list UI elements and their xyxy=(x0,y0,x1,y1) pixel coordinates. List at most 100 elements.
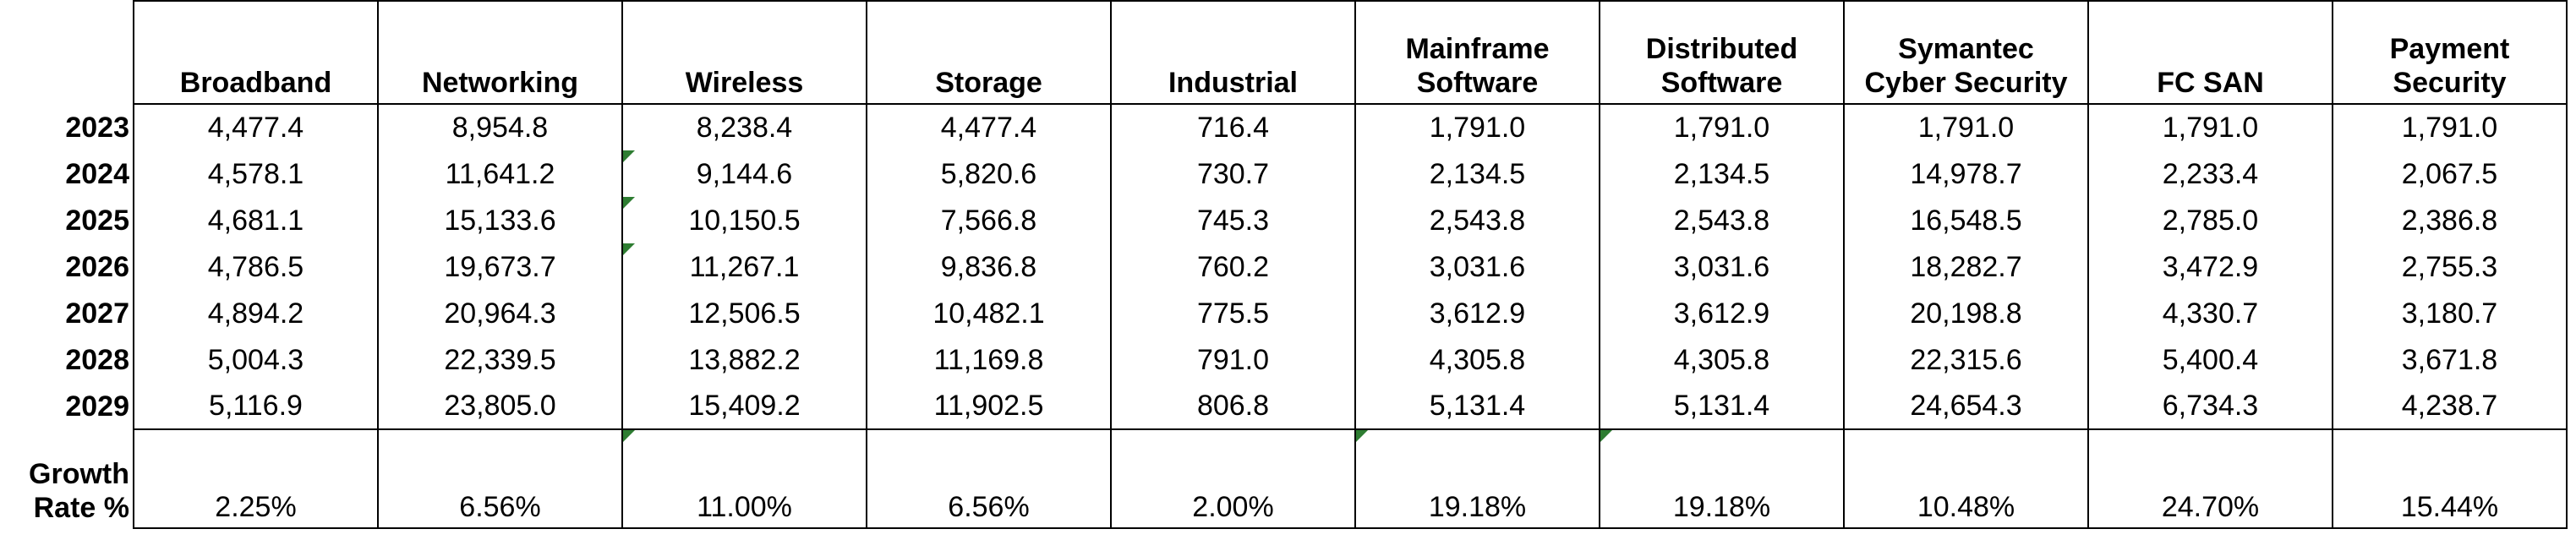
data-cell[interactable]: 745.3 xyxy=(1111,197,1356,243)
data-cell[interactable]: 5,131.4 xyxy=(1600,383,1845,430)
data-cell[interactable]: 20,964.3 xyxy=(378,290,623,336)
data-cell[interactable]: 11,902.5 xyxy=(867,383,1112,430)
column-header-networking[interactable]: Networking xyxy=(378,0,623,105)
data-cell[interactable]: 1,791.0 xyxy=(2088,104,2333,150)
data-cell[interactable]: 2,134.5 xyxy=(1600,150,1845,197)
data-cell[interactable]: 20,198.8 xyxy=(1844,290,2089,336)
row-header-year[interactable]: 2025 xyxy=(0,197,134,243)
data-cell[interactable]: 16,548.5 xyxy=(1844,197,2089,243)
data-cell[interactable]: 1,791.0 xyxy=(2333,104,2568,150)
growth-rate-label[interactable]: Growth Rate % xyxy=(0,429,134,528)
column-header-wireless[interactable]: Wireless xyxy=(622,0,867,105)
data-cell[interactable]: 806.8 xyxy=(1111,383,1356,430)
row-header-year[interactable]: 2023 xyxy=(0,104,134,150)
data-cell[interactable]: 2,386.8 xyxy=(2333,197,2568,243)
data-cell[interactable]: 7,566.8 xyxy=(867,197,1112,243)
data-cell[interactable]: 2,785.0 xyxy=(2088,197,2333,243)
data-cell[interactable]: 4,238.7 xyxy=(2333,383,2568,430)
data-cell[interactable]: 5,131.4 xyxy=(1355,383,1600,430)
row-header-year[interactable]: 2027 xyxy=(0,290,134,336)
data-cell[interactable]: 8,954.8 xyxy=(378,104,623,150)
data-cell[interactable]: 4,305.8 xyxy=(1355,336,1600,383)
growth-rate-cell[interactable]: 11.00% xyxy=(622,429,867,529)
data-cell[interactable]: 15,133.6 xyxy=(378,197,623,243)
growth-rate-cell[interactable]: 24.70% xyxy=(2088,429,2333,529)
data-cell[interactable]: 10,482.1 xyxy=(867,290,1112,336)
data-cell[interactable]: 14,978.7 xyxy=(1844,150,2089,197)
column-header-storage[interactable]: Storage xyxy=(867,0,1112,105)
corner-cell[interactable] xyxy=(0,1,134,104)
column-header-symantec-cyber-security[interactable]: Symantec Cyber Security xyxy=(1844,0,2089,105)
data-cell[interactable]: 791.0 xyxy=(1111,336,1356,383)
data-cell[interactable]: 2,067.5 xyxy=(2333,150,2568,197)
data-cell[interactable]: 3,472.9 xyxy=(2088,243,2333,290)
growth-rate-cell[interactable]: 19.18% xyxy=(1355,429,1600,529)
data-cell[interactable]: 3,671.8 xyxy=(2333,336,2568,383)
data-cell[interactable]: 4,681.1 xyxy=(134,197,379,243)
data-cell[interactable]: 19,673.7 xyxy=(378,243,623,290)
data-cell[interactable]: 3,612.9 xyxy=(1355,290,1600,336)
data-cell[interactable]: 4,477.4 xyxy=(134,104,379,150)
data-cell[interactable]: 22,339.5 xyxy=(378,336,623,383)
data-cell[interactable]: 3,180.7 xyxy=(2333,290,2568,336)
data-cell[interactable]: 11,267.1 xyxy=(622,243,867,290)
data-cell[interactable]: 8,238.4 xyxy=(622,104,867,150)
error-indicator-icon xyxy=(1356,430,1368,442)
data-cell[interactable]: 3,031.6 xyxy=(1600,243,1845,290)
data-cell[interactable]: 730.7 xyxy=(1111,150,1356,197)
data-cell[interactable]: 5,116.9 xyxy=(134,383,379,430)
growth-rate-cell[interactable]: 15.44% xyxy=(2333,429,2568,529)
data-cell[interactable]: 11,169.8 xyxy=(867,336,1112,383)
data-cell[interactable]: 6,734.3 xyxy=(2088,383,2333,430)
column-header-payment-security[interactable]: Payment Security xyxy=(2333,0,2568,105)
data-cell[interactable]: 2,543.8 xyxy=(1600,197,1845,243)
data-cell[interactable]: 15,409.2 xyxy=(622,383,867,430)
data-cell[interactable]: 2,134.5 xyxy=(1355,150,1600,197)
column-header-fc-san[interactable]: FC SAN xyxy=(2088,0,2333,105)
data-cell[interactable]: 760.2 xyxy=(1111,243,1356,290)
data-cell[interactable]: 2,755.3 xyxy=(2333,243,2568,290)
growth-rate-cell[interactable]: 6.56% xyxy=(378,429,623,529)
data-cell[interactable]: 13,882.2 xyxy=(622,336,867,383)
column-header-broadband[interactable]: Broadband xyxy=(134,0,379,105)
data-cell[interactable]: 1,791.0 xyxy=(1355,104,1600,150)
column-header-industrial[interactable]: Industrial xyxy=(1111,0,1356,105)
data-cell[interactable]: 5,004.3 xyxy=(134,336,379,383)
row-header-year[interactable]: 2024 xyxy=(0,150,134,197)
growth-rate-cell[interactable]: 2.00% xyxy=(1111,429,1356,529)
growth-rate-cell[interactable]: 6.56% xyxy=(867,429,1112,529)
data-cell[interactable]: 4,894.2 xyxy=(134,290,379,336)
data-cell[interactable]: 4,578.1 xyxy=(134,150,379,197)
data-cell[interactable]: 9,144.6 xyxy=(622,150,867,197)
column-header-mainframe-software[interactable]: Mainframe Software xyxy=(1355,0,1600,105)
data-cell[interactable]: 1,791.0 xyxy=(1844,104,2089,150)
data-cell[interactable]: 4,305.8 xyxy=(1600,336,1845,383)
data-cell[interactable]: 23,805.0 xyxy=(378,383,623,430)
growth-rate-cell[interactable]: 10.48% xyxy=(1844,429,2089,529)
data-cell[interactable]: 3,031.6 xyxy=(1355,243,1600,290)
data-cell[interactable]: 775.5 xyxy=(1111,290,1356,336)
data-cell[interactable]: 24,654.3 xyxy=(1844,383,2089,430)
growth-rate-cell[interactable]: 19.18% xyxy=(1600,429,1845,529)
data-cell[interactable]: 4,330.7 xyxy=(2088,290,2333,336)
data-cell[interactable]: 4,786.5 xyxy=(134,243,379,290)
data-cell[interactable]: 2,543.8 xyxy=(1355,197,1600,243)
data-cell[interactable]: 5,400.4 xyxy=(2088,336,2333,383)
data-cell[interactable]: 5,820.6 xyxy=(867,150,1112,197)
growth-rate-cell[interactable]: 2.25% xyxy=(134,429,379,529)
data-cell[interactable]: 12,506.5 xyxy=(622,290,867,336)
data-cell[interactable]: 9,836.8 xyxy=(867,243,1112,290)
row-header-year[interactable]: 2026 xyxy=(0,243,134,290)
data-cell[interactable]: 1,791.0 xyxy=(1600,104,1845,150)
column-header-distributed-software[interactable]: Distributed Software xyxy=(1600,0,1845,105)
data-cell[interactable]: 22,315.6 xyxy=(1844,336,2089,383)
row-header-year[interactable]: 2028 xyxy=(0,336,134,383)
data-cell[interactable]: 716.4 xyxy=(1111,104,1356,150)
data-cell[interactable]: 3,612.9 xyxy=(1600,290,1845,336)
row-header-year[interactable]: 2029 xyxy=(0,383,134,429)
data-cell[interactable]: 10,150.5 xyxy=(622,197,867,243)
data-cell[interactable]: 18,282.7 xyxy=(1844,243,2089,290)
data-cell[interactable]: 4,477.4 xyxy=(867,104,1112,150)
data-cell[interactable]: 11,641.2 xyxy=(378,150,623,197)
data-cell[interactable]: 2,233.4 xyxy=(2088,150,2333,197)
